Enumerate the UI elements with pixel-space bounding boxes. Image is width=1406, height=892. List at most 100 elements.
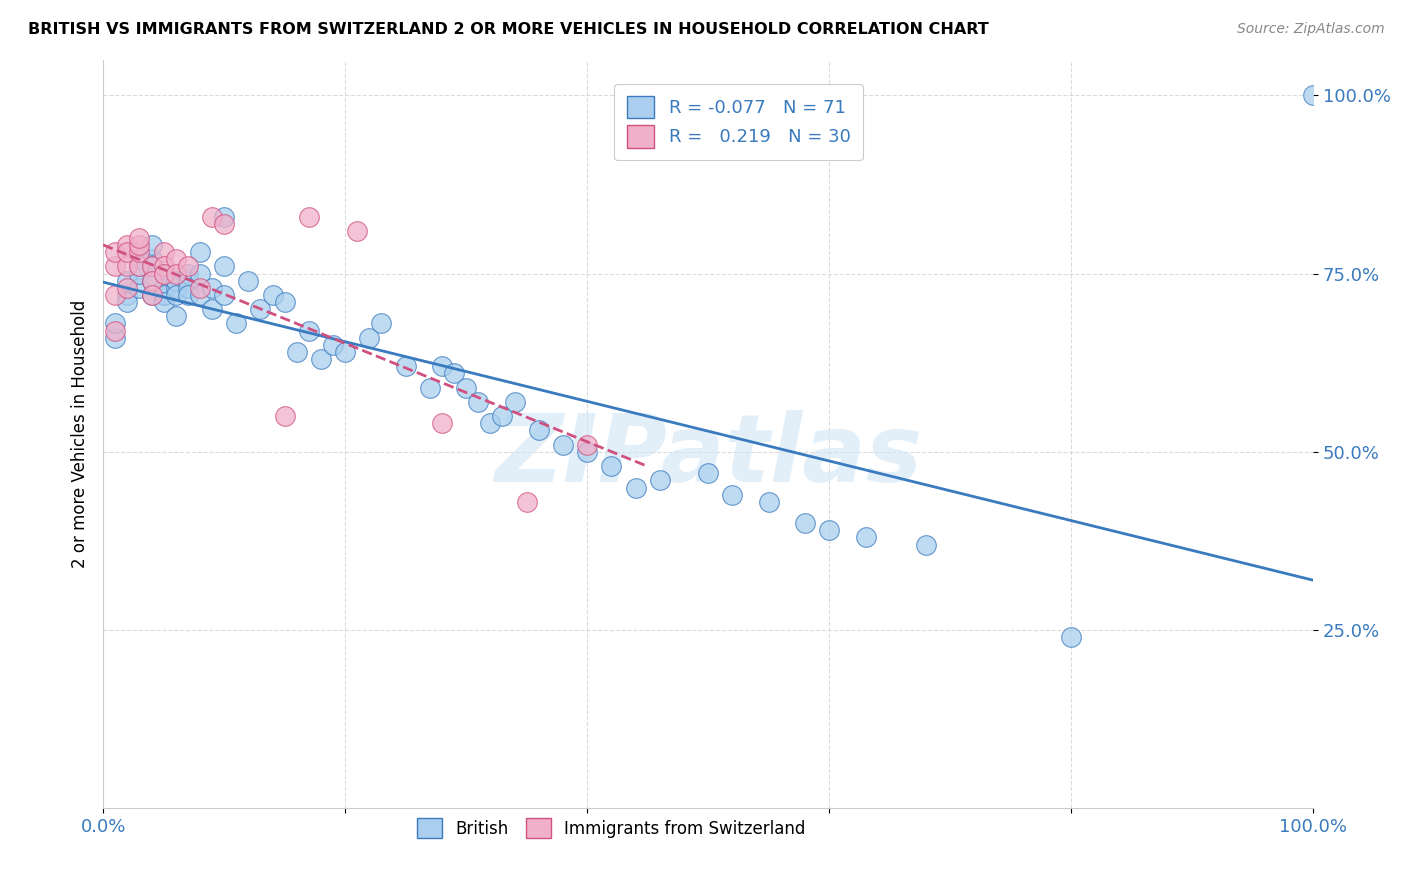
Point [322,338,344,352]
Point [152,267,174,281]
Point [152,267,174,281]
Point [141,274,163,288]
Point [238,274,260,288]
Point [1060,630,1083,644]
Point [1302,88,1324,103]
Point [576,445,599,459]
Point [141,288,163,302]
Point [262,288,284,302]
Point [467,395,489,409]
Point [152,281,174,295]
Point [249,302,271,317]
Point [104,288,127,302]
Point [188,267,211,281]
Point [479,417,502,431]
Point [128,260,150,274]
Point [201,210,224,224]
Point [527,424,550,438]
Point [177,274,200,288]
Point [600,459,623,474]
Point [165,274,187,288]
Point [395,359,418,374]
Point [516,495,538,509]
Point [152,245,174,260]
Point [346,224,368,238]
Point [443,367,465,381]
Point [104,324,127,338]
Point [128,267,150,281]
Point [141,288,163,302]
Point [212,288,235,302]
Point [309,352,332,367]
Point [128,238,150,252]
Point [152,260,174,274]
Point [152,288,174,302]
Point [212,210,235,224]
Point [491,409,513,424]
Point [818,524,841,538]
Point [188,281,211,295]
Point [370,317,392,331]
Point [128,281,150,295]
Point [273,409,295,424]
Text: Source: ZipAtlas.com: Source: ZipAtlas.com [1237,22,1385,37]
Point [141,238,163,252]
Point [298,324,321,338]
Point [117,295,139,310]
Point [648,474,671,488]
Point [225,317,247,331]
Point [177,281,200,295]
Text: BRITISH VS IMMIGRANTS FROM SWITZERLAND 2 OR MORE VEHICLES IN HOUSEHOLD CORRELATI: BRITISH VS IMMIGRANTS FROM SWITZERLAND 2… [28,22,988,37]
Point [141,274,163,288]
Point [117,238,139,252]
Point [104,245,127,260]
Point [152,295,174,310]
Y-axis label: 2 or more Vehicles in Household: 2 or more Vehicles in Household [72,300,89,568]
Point [165,267,187,281]
Point [576,438,599,452]
Point [333,345,356,359]
Text: ZIPatlas: ZIPatlas [494,410,922,502]
Point [117,274,139,288]
Point [419,381,441,395]
Point [915,537,938,551]
Point [273,295,295,310]
Point [117,260,139,274]
Point [117,245,139,260]
Point [104,260,127,274]
Point [188,288,211,302]
Point [128,245,150,260]
Point [456,381,478,395]
Point [794,516,817,531]
Point [152,288,174,302]
Point [165,310,187,324]
Point [430,359,453,374]
Point [104,317,127,331]
Point [430,417,453,431]
Point [165,281,187,295]
Point [128,260,150,274]
Legend: British, Immigrants from Switzerland: British, Immigrants from Switzerland [411,812,813,845]
Point [212,217,235,231]
Point [359,331,381,345]
Point [165,252,187,267]
Point [177,260,200,274]
Point [141,260,163,274]
Point [503,395,526,409]
Point [117,281,139,295]
Point [128,252,150,267]
Point [104,331,127,345]
Point [551,438,574,452]
Point [285,345,308,359]
Point [758,495,780,509]
Point [624,481,647,495]
Point [212,260,235,274]
Point [165,288,187,302]
Point [188,245,211,260]
Point [117,288,139,302]
Point [177,267,200,281]
Point [177,288,200,302]
Point [141,252,163,267]
Point [298,210,321,224]
Point [201,281,224,295]
